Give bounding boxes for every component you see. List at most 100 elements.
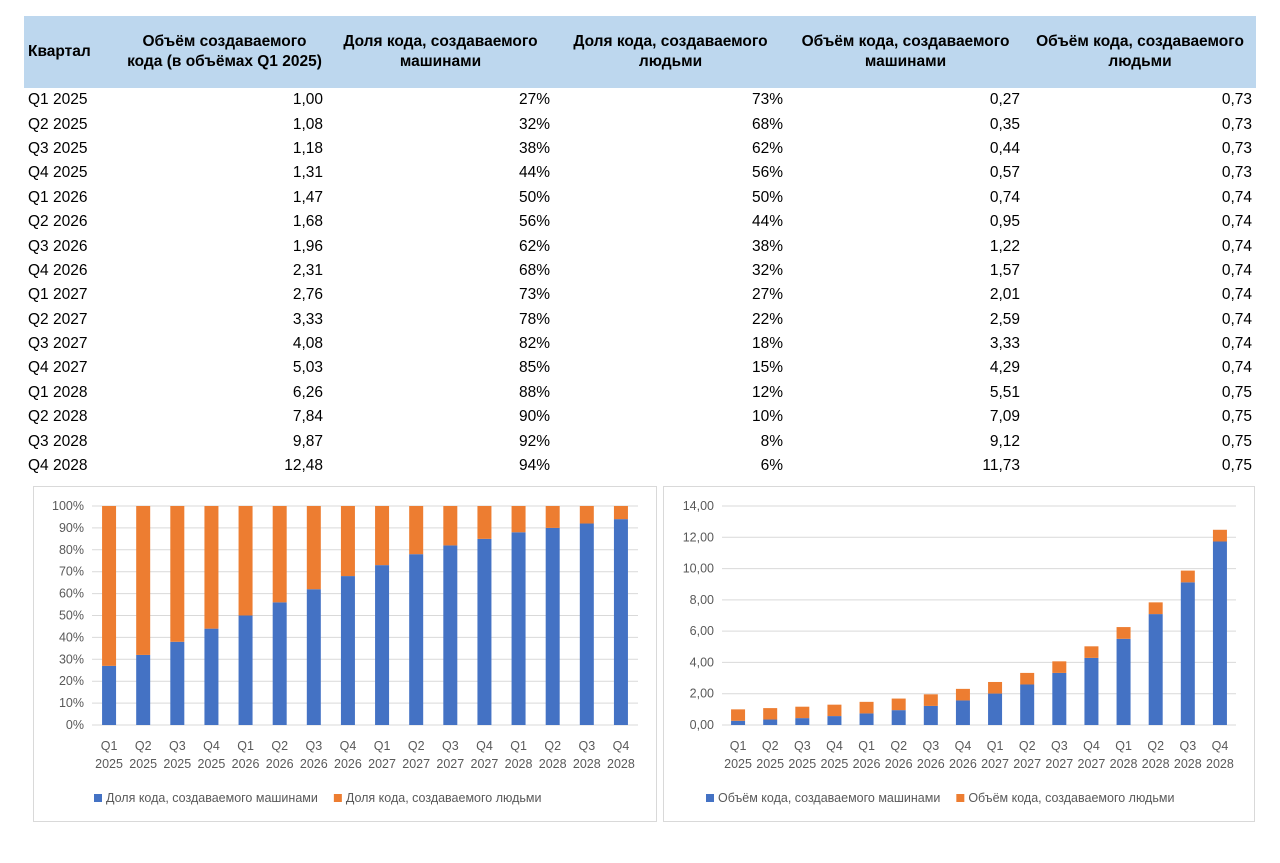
x-tick-label-quarter: Q2 xyxy=(1147,739,1164,753)
cell-total-volume: 1,96 xyxy=(292,237,323,255)
cell-human-volume: 0,75 xyxy=(1221,408,1252,426)
x-tick-label-quarter: Q4 xyxy=(826,739,843,753)
bar-human-q4-2027 xyxy=(1084,646,1099,658)
cell-human-volume: 0,73 xyxy=(1221,164,1252,182)
x-tick-label-quarter: Q1 xyxy=(101,739,118,753)
cell-machine-share: 85% xyxy=(518,359,550,377)
x-tick-label-quarter: Q3 xyxy=(305,739,322,753)
cell-machine-volume: 1,57 xyxy=(989,261,1020,279)
x-tick-label-year: 2026 xyxy=(266,757,294,771)
bar-machine-q4-2025 xyxy=(827,716,842,725)
cell-machine-share: 62% xyxy=(518,237,550,255)
header-quarter: Квартал xyxy=(24,16,122,88)
cell-total-volume: 1,68 xyxy=(292,213,323,231)
x-tick-label-quarter: Q4 xyxy=(476,739,493,753)
x-tick-label-quarter: Q2 xyxy=(1019,739,1036,753)
bar-human-q1-2026 xyxy=(238,506,253,616)
cell-human-volume: 0,75 xyxy=(1221,457,1252,475)
bar-human-q4-2026 xyxy=(340,506,355,577)
x-tick-label-year: 2028 xyxy=(1110,757,1138,771)
cell-total-volume: 6,26 xyxy=(292,383,323,401)
cell-human-share: 56% xyxy=(751,164,783,182)
bar-machine-q3-2025 xyxy=(170,641,185,725)
cell-quarter: Q3 2027 xyxy=(28,335,88,353)
bar-machine-q2-2026 xyxy=(891,710,906,725)
table-row: Q1 2027 2,76 73% 27% 2,01 0,74 xyxy=(24,283,1256,307)
cell-human-share: 50% xyxy=(751,188,783,206)
table-header-row: Квартал Объём создаваемого кода (в объём… xyxy=(24,16,1256,88)
bar-human-q1-2026 xyxy=(859,701,874,714)
cell-machine-volume: 1,22 xyxy=(989,237,1020,255)
x-tick-label-year: 2027 xyxy=(471,757,499,771)
bar-human-q2-2026 xyxy=(272,506,287,603)
bar-human-q2-2025 xyxy=(136,506,151,655)
legend-label: Доля кода, создаваемого людьми xyxy=(346,791,542,805)
y-tick-label: 0,00 xyxy=(690,718,714,732)
x-tick-label-year: 2025 xyxy=(788,757,816,771)
x-tick-label-year: 2027 xyxy=(402,757,430,771)
table-row: Q2 2028 7,84 90% 10% 7,09 0,75 xyxy=(24,405,1256,429)
cell-total-volume: 1,47 xyxy=(292,188,323,206)
y-tick-label: 100% xyxy=(52,499,84,513)
x-tick-label-quarter: Q2 xyxy=(762,739,779,753)
table-row: Q2 2026 1,68 56% 44% 0,95 0,74 xyxy=(24,210,1256,234)
bar-human-q3-2026 xyxy=(923,694,938,706)
y-tick-label: 90% xyxy=(59,521,84,535)
cell-human-share: 18% xyxy=(751,335,783,353)
x-tick-label-year: 2026 xyxy=(232,757,260,771)
cell-machine-volume: 0,57 xyxy=(989,164,1020,182)
volume-chart-svg: 0,00 2,00 4,00 6,00 8,00 10,00 12,00 14,00 Q1 202… xyxy=(683,499,1236,805)
bar-human-q3-2025 xyxy=(795,706,810,719)
bar-human-q2-2027 xyxy=(1020,672,1035,685)
bar-human-q2-2028 xyxy=(1148,602,1163,615)
data-table-container: Квартал Объём создаваемого кода (в объём… xyxy=(24,16,1256,478)
cell-total-volume: 7,84 xyxy=(292,408,323,426)
bar-human-q2-2025 xyxy=(763,708,778,720)
bar-machine-q2-2028 xyxy=(545,527,560,725)
cell-human-share: 32% xyxy=(751,261,783,279)
x-tick-label-year: 2027 xyxy=(1013,757,1041,771)
cell-machine-volume: 0,27 xyxy=(989,91,1020,109)
cell-quarter: Q1 2026 xyxy=(28,188,88,206)
cell-total-volume: 2,76 xyxy=(292,286,323,304)
bar-human-q1-2027 xyxy=(988,681,1003,694)
legend-label: Объём кода, создаваемого людьми xyxy=(968,791,1174,805)
cell-human-volume: 0,74 xyxy=(1221,261,1252,279)
cell-total-volume: 3,33 xyxy=(292,310,323,328)
bar-machine-q1-2026 xyxy=(238,615,253,725)
legend-swatch xyxy=(333,794,342,802)
cell-machine-share: 50% xyxy=(518,188,550,206)
y-tick-label: 10,00 xyxy=(683,562,714,576)
cell-machine-share: 90% xyxy=(518,408,550,426)
cell-human-volume: 0,73 xyxy=(1221,115,1252,133)
header-human-volume: Объём кода, создаваемого людьми xyxy=(1024,16,1256,88)
x-tick-label-quarter: Q3 xyxy=(794,739,811,753)
x-tick-label-year: 2027 xyxy=(436,757,464,771)
cell-quarter: Q4 2025 xyxy=(28,164,88,182)
x-tick-label-year: 2025 xyxy=(129,757,157,771)
cell-quarter: Q2 2026 xyxy=(28,213,88,231)
x-tick-label-year: 2026 xyxy=(917,757,945,771)
cell-quarter: Q3 2025 xyxy=(28,139,88,157)
x-tick-label-year: 2028 xyxy=(539,757,567,771)
x-tick-label-quarter: Q4 xyxy=(955,739,972,753)
x-tick-label-quarter: Q1 xyxy=(237,739,254,753)
y-tick-label: 20% xyxy=(59,674,84,688)
cell-quarter: Q2 2027 xyxy=(28,310,88,328)
cell-machine-volume: 5,51 xyxy=(989,383,1020,401)
cell-machine-share: 94% xyxy=(518,457,550,475)
bar-human-q4-2025 xyxy=(827,704,842,717)
x-tick-label-quarter: Q3 xyxy=(1179,739,1196,753)
cell-human-share: 22% xyxy=(751,310,783,328)
cell-machine-volume: 3,33 xyxy=(989,335,1020,353)
x-tick-label-quarter: Q1 xyxy=(510,739,527,753)
cell-human-share: 8% xyxy=(760,432,783,450)
table-row: Q1 2025 1,00 27% 73% 0,27 0,73 xyxy=(24,88,1256,112)
x-tick-label-quarter: Q2 xyxy=(408,739,425,753)
cell-machine-volume: 2,01 xyxy=(989,286,1020,304)
x-tick-label-year: 2025 xyxy=(163,757,191,771)
x-tick-label-year: 2025 xyxy=(821,757,849,771)
cell-human-volume: 0,75 xyxy=(1221,432,1252,450)
cell-human-share: 6% xyxy=(760,457,783,475)
x-tick-label-year: 2026 xyxy=(334,757,362,771)
